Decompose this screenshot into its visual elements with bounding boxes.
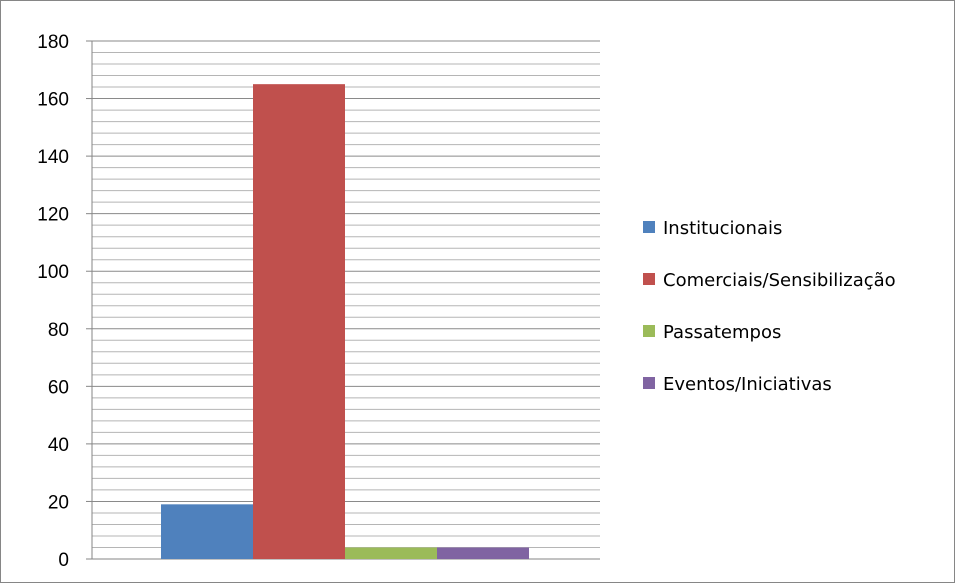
y-tick-label: 140 [37, 147, 69, 168]
bar-4 [437, 547, 529, 559]
legend: Institucionais Comerciais/Sensibilização P… [643, 218, 896, 395]
y-tick-label: 80 [48, 320, 69, 341]
legend-label: Comerciais/Sensibilização [663, 270, 896, 291]
legend-label: Institucionais [663, 218, 782, 239]
y-axis-tick-labels: 0 20 40 60 80 100 120 140 160 180 [37, 32, 92, 571]
legend-label: Passatempos [663, 322, 781, 343]
legend-swatch [643, 377, 655, 389]
gridlines [92, 40, 600, 548]
y-tick-label: 100 [37, 262, 69, 283]
y-tick-label: 20 [48, 492, 69, 513]
legend-label: Eventos/Iniciativas [663, 374, 832, 395]
legend-swatch [643, 273, 655, 285]
y-tick-label: 160 [37, 90, 69, 111]
bar-2 [253, 84, 345, 560]
y-tick-label: 0 [58, 550, 69, 571]
y-tick-label: 180 [37, 32, 69, 53]
y-tick-label: 60 [48, 377, 69, 398]
bar-3 [345, 547, 437, 559]
y-tick-label: 120 [37, 205, 69, 226]
legend-swatch [643, 325, 655, 337]
bar-1 [161, 504, 253, 559]
bars [161, 84, 529, 560]
y-tick-label: 40 [48, 435, 69, 456]
axes [91, 41, 600, 560]
legend-swatch [643, 221, 655, 233]
